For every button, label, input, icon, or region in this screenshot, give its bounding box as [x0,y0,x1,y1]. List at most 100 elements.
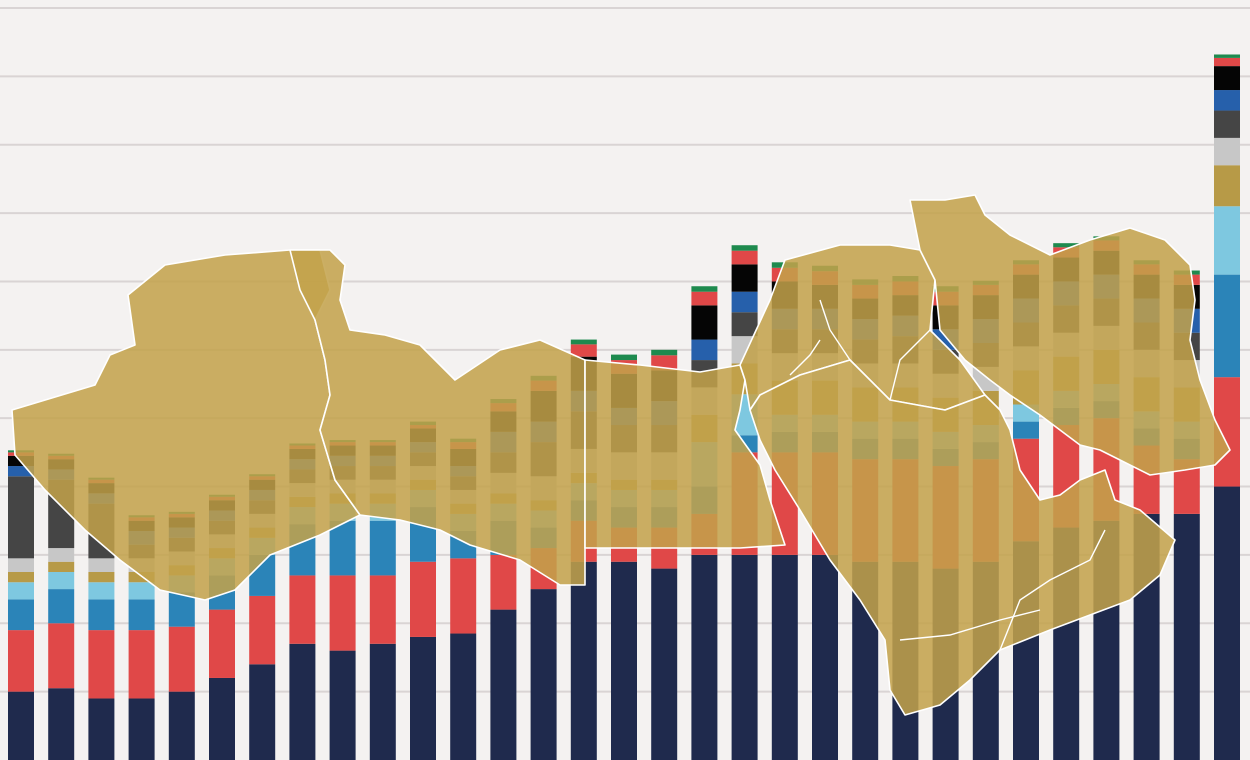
bar-segment-19-s3 [731,394,758,436]
bar-segment-4-s9 [128,517,155,521]
bar-segment-25-s7 [972,319,999,343]
bar-segment-24-s7 [932,329,959,350]
bar-segment-20-s5 [771,353,798,381]
bar-segment-4-s6 [128,544,155,559]
bar-segment-12-s1 [450,558,477,634]
bar-segment-25-s9 [972,284,999,296]
bar-segment-24-s1 [932,466,959,569]
bar-segment-26-s3 [1013,404,1039,422]
bar-segment-19-s10 [731,245,758,251]
bar-segment-2-s6 [48,479,75,549]
bar-segment-21-s10 [812,265,838,272]
bar-segment-26-s2 [1013,421,1039,439]
bar-segment-28-s3 [1093,384,1120,402]
bar-segment-27-s1 [1053,425,1080,528]
bar-segment-3-s4 [88,572,115,583]
bar-segment-1-s1 [8,630,34,692]
bar-segment-9-s8 [329,445,356,456]
bar-segment-19-s7 [731,291,758,313]
bar-segment-17-s10 [651,349,678,356]
bar-segment-14-s1 [530,548,557,590]
bar-segment-18-s5 [691,387,718,415]
bar-segment-9-s7 [329,455,356,467]
bar-segment-28-s8 [1093,250,1120,275]
bar-segment-15-s4 [570,472,597,484]
bar-segment-31-s0 [1214,486,1240,760]
bar-segment-14-s4 [530,500,557,511]
bar-segment-18-s0 [691,554,718,760]
bar-segment-8-s7 [289,459,316,470]
bar-segment-16-s8 [611,373,637,408]
bar-segment-2-s9 [48,455,75,460]
bar-segment-23-s1 [892,459,919,562]
bar-segment-4-s3 [128,582,155,600]
bar-segment-12-s8 [450,448,477,467]
bar-segment-24-s8 [932,305,959,330]
bar-series-group [8,54,1240,760]
bar-segment-9-s3 [329,503,356,521]
bar-segment-1-s10 [8,450,34,453]
bar-segment-13-s0 [490,609,517,760]
bar-segment-1-s0 [8,691,34,760]
bar-segment-8-s8 [289,448,316,460]
bar-segment-13-s2 [490,520,517,555]
bar-segment-4-s2 [128,599,155,631]
bar-segment-9-s10 [329,440,356,443]
bar-segment-2-s0 [48,688,75,760]
bar-segment-16-s10 [611,354,637,361]
bar-segment-23-s8 [892,295,919,316]
bar-segment-29-s5 [1133,349,1160,378]
bar-segment-30-s3 [1173,421,1200,439]
bar-segment-31-s5 [1214,137,1240,166]
bar-segment-11-s1 [410,561,436,637]
bar-segment-25-s6 [972,342,999,367]
bar-segment-7-s1 [249,595,276,665]
bar-segment-24-s10 [932,286,959,292]
bar-segment-31-s6 [1214,110,1240,138]
bar-segment-23-s2 [892,438,919,460]
bar-segment-1-s7 [8,466,34,477]
bar-segment-1-s6 [8,476,34,559]
bar-segment-30-s1 [1173,459,1200,514]
bar-segment-9-s2 [329,520,356,576]
bar-segment-27-s9 [1053,247,1080,258]
bar-segment-8-s3 [289,507,316,525]
bar-segment-20-s10 [771,262,798,268]
bar-segment-26-s0 [1013,541,1039,760]
bar-segment-17-s0 [651,568,678,760]
bar-segment-18-s10 [691,286,718,292]
bar-segment-10-s2 [369,520,396,576]
bar-segment-10-s1 [369,575,396,644]
bar-segment-21-s7 [812,308,838,330]
bar-segment-29-s3 [1133,411,1160,429]
bar-segment-23-s7 [892,315,919,337]
bar-segment-13-s7 [490,431,517,453]
bar-segment-21-s8 [812,284,838,309]
bar-segment-12-s2 [450,530,477,559]
bar-segment-11-s4 [410,479,436,490]
bar-segment-23-s5 [892,363,919,388]
bar-segment-6-s10 [209,494,235,497]
bar-segment-20-s1 [771,452,798,555]
bar-segment-6-s8 [209,500,235,511]
bar-segment-22-s3 [852,421,879,439]
bar-segment-28-s4 [1093,349,1120,384]
bar-segment-30-s2 [1173,438,1200,460]
bar-segment-5-s3 [168,575,195,593]
bar-segment-4-s1 [128,630,155,699]
bar-segment-2-s8 [48,459,75,470]
bar-segment-28-s10 [1093,236,1120,241]
bar-segment-29-s9 [1133,264,1160,275]
bar-segment-10-s8 [369,445,396,456]
bar-segment-29-s4 [1133,377,1160,412]
bar-segment-22-s8 [852,298,879,320]
bar-segment-12-s10 [450,438,477,443]
bar-segment-22-s1 [852,459,879,562]
bar-segment-29-s6 [1133,322,1160,350]
bar-segment-13-s5 [490,472,517,494]
bar-segment-26-s8 [1013,274,1039,299]
bar-segment-31-s3 [1214,206,1240,275]
bar-segment-28-s9 [1093,240,1120,251]
bar-segment-16-s1 [611,527,637,562]
